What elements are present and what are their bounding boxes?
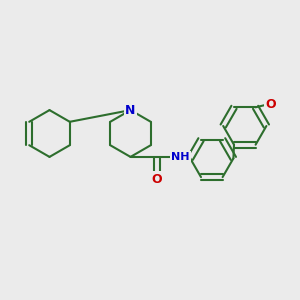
Text: O: O bbox=[152, 173, 162, 186]
Text: N: N bbox=[125, 103, 136, 117]
Text: NH: NH bbox=[171, 152, 190, 162]
Text: O: O bbox=[265, 98, 276, 111]
